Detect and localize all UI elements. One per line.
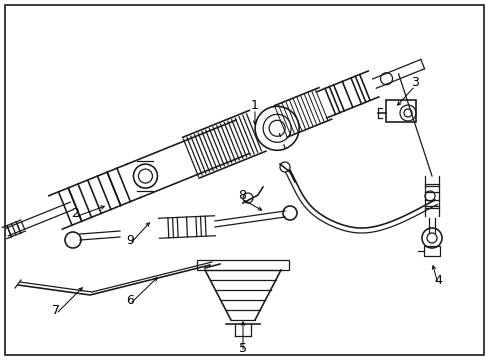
Text: 5: 5 (239, 342, 246, 355)
Text: 9: 9 (126, 234, 134, 247)
Bar (385, 100, 415, 122)
Text: 3: 3 (410, 76, 418, 89)
Text: 7: 7 (52, 303, 60, 316)
Bar (197, 260, 288, 270)
Bar (423, 246, 439, 256)
Text: 2: 2 (71, 207, 79, 220)
Text: 6: 6 (126, 293, 134, 306)
Text: 8: 8 (238, 189, 245, 202)
Text: 4: 4 (433, 274, 441, 287)
Text: 1: 1 (250, 99, 259, 112)
